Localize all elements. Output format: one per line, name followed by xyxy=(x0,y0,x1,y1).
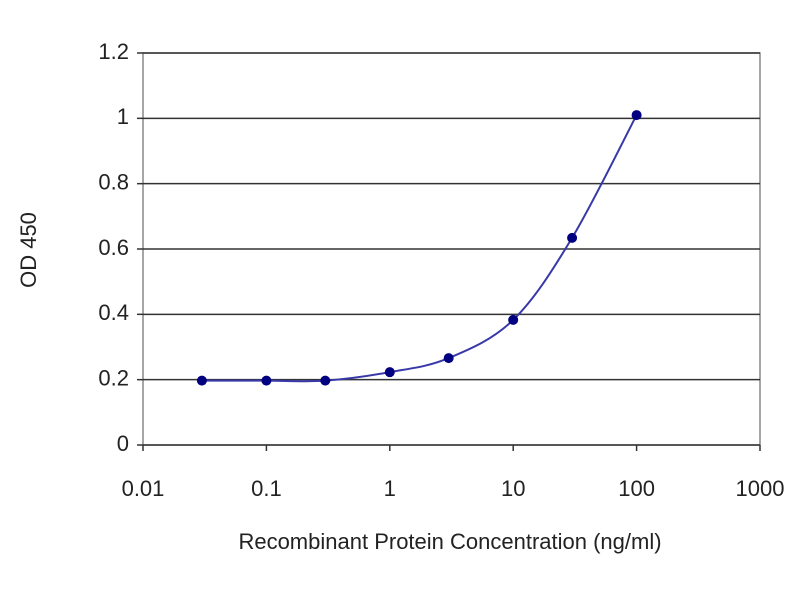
data-point xyxy=(443,353,454,364)
data-point xyxy=(196,375,207,386)
y-tick-label: 0.6 xyxy=(98,235,129,260)
x-tick-label: 10 xyxy=(501,476,525,501)
data-point xyxy=(320,375,331,386)
x-tick-label: 1 xyxy=(384,476,396,501)
data-point xyxy=(631,110,642,121)
data-point xyxy=(384,367,395,378)
x-tick-label: 0.1 xyxy=(251,476,282,501)
y-tick-label: 1 xyxy=(117,104,129,129)
x-axis-label: Recombinant Protein Concentration (ng/ml… xyxy=(238,529,661,554)
y-tick-label: 0.4 xyxy=(98,300,129,325)
y-tick-label: 0 xyxy=(117,431,129,456)
y-tick-label: 1.2 xyxy=(98,39,129,64)
x-tick-label: 1000 xyxy=(736,476,785,501)
data-point xyxy=(567,232,578,243)
data-point xyxy=(261,375,272,386)
x-tick-label: 0.01 xyxy=(122,476,165,501)
data-point xyxy=(508,314,519,325)
y-tick-label: 0.2 xyxy=(98,365,129,390)
y-axis-label: OD 450 xyxy=(16,212,41,288)
y-tick-label: 0.8 xyxy=(98,169,129,194)
x-tick-label: 100 xyxy=(618,476,655,501)
